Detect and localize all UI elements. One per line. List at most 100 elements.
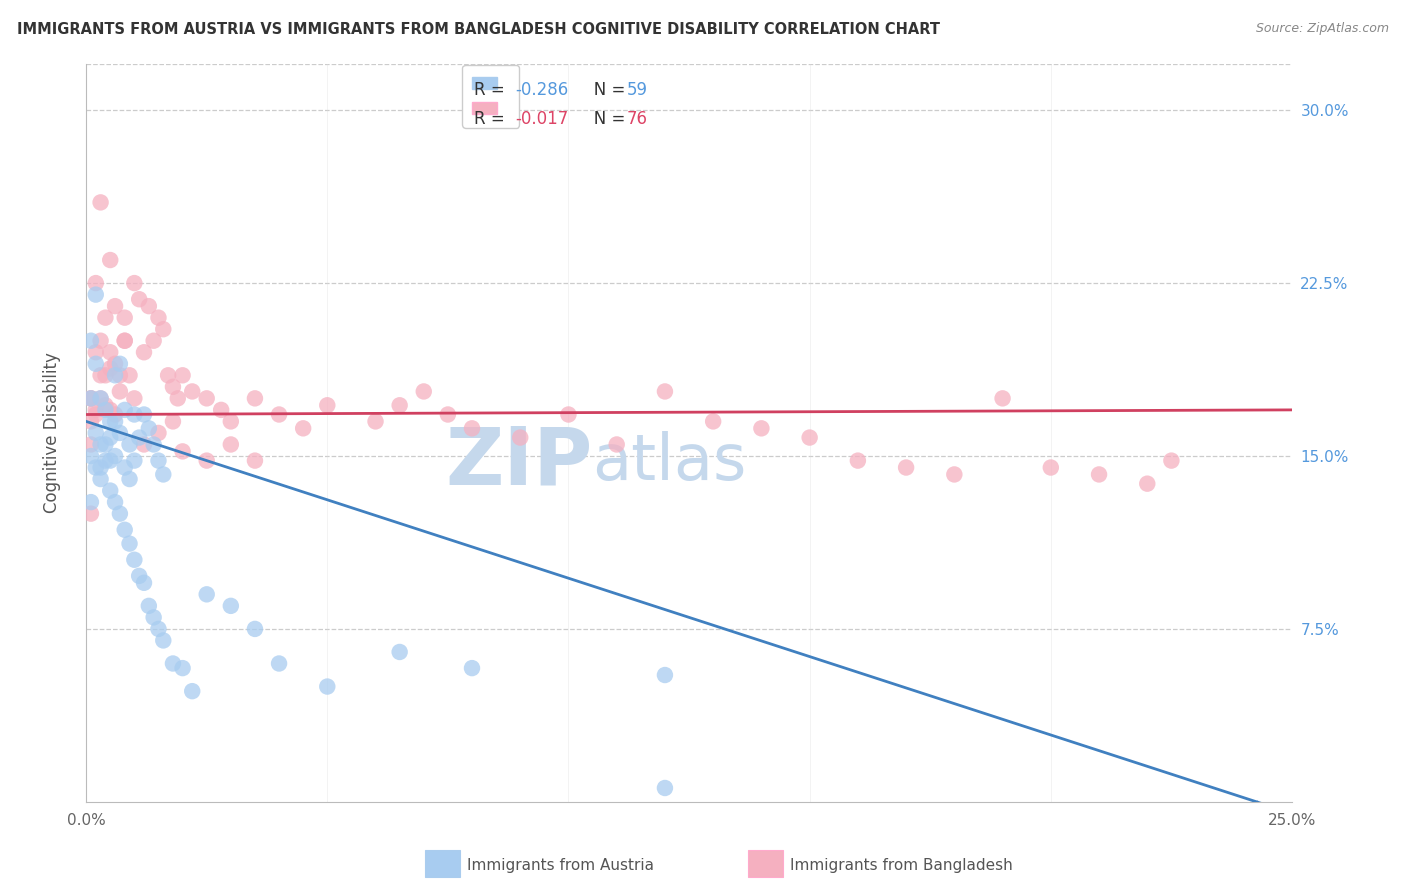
Point: [437, 408, 460, 422]
Point: [94, 453, 117, 467]
Point: [461, 661, 484, 675]
Point: [751, 421, 773, 435]
Point: [162, 414, 184, 428]
Point: [181, 684, 204, 698]
Point: [152, 633, 174, 648]
Point: [80, 392, 103, 406]
Point: [114, 403, 136, 417]
Point: [118, 536, 141, 550]
Point: [148, 453, 170, 467]
Point: [152, 467, 174, 482]
Point: [108, 368, 131, 383]
Point: [90, 437, 112, 451]
Point: [148, 622, 170, 636]
Point: [114, 334, 136, 348]
Point: [195, 392, 218, 406]
Point: [1136, 476, 1159, 491]
Point: [219, 414, 242, 428]
Point: [846, 453, 869, 467]
Text: -0.017: -0.017: [516, 111, 568, 128]
Point: [1088, 467, 1111, 482]
Point: [104, 449, 127, 463]
Point: [243, 622, 266, 636]
Point: [316, 680, 339, 694]
Point: [94, 437, 117, 451]
Text: Source: ZipAtlas.com: Source: ZipAtlas.com: [1256, 22, 1389, 36]
Point: [166, 392, 188, 406]
Point: [114, 460, 136, 475]
Point: [84, 425, 107, 440]
Point: [84, 408, 107, 422]
Text: atlas: atlas: [592, 432, 747, 493]
Point: [80, 334, 103, 348]
Point: [90, 368, 112, 383]
Point: [84, 460, 107, 475]
Point: [80, 437, 103, 451]
Text: Immigrants from Austria: Immigrants from Austria: [467, 858, 654, 872]
Point: [128, 292, 150, 306]
Point: [124, 276, 146, 290]
Point: [219, 599, 242, 613]
Point: [94, 403, 117, 417]
Point: [98, 345, 121, 359]
Point: [894, 460, 917, 475]
Point: [80, 495, 103, 509]
Point: [267, 408, 290, 422]
Point: [132, 575, 155, 590]
Point: [84, 287, 107, 301]
Point: [152, 322, 174, 336]
Point: [138, 299, 160, 313]
Point: [1039, 460, 1062, 475]
Point: [654, 668, 676, 682]
Text: 59: 59: [626, 81, 647, 99]
Point: [98, 483, 121, 498]
Point: [114, 334, 136, 348]
Point: [80, 507, 103, 521]
Point: [461, 421, 484, 435]
Point: [943, 467, 966, 482]
Text: R =: R =: [474, 81, 510, 99]
Point: [124, 553, 146, 567]
Point: [84, 357, 107, 371]
Point: [118, 472, 141, 486]
Point: [142, 334, 165, 348]
Text: N =: N =: [578, 111, 631, 128]
Point: [90, 195, 112, 210]
Y-axis label: Cognitive Disability: Cognitive Disability: [44, 352, 60, 514]
Text: 76: 76: [626, 111, 647, 128]
Point: [98, 431, 121, 445]
Point: [90, 472, 112, 486]
Point: [104, 495, 127, 509]
Point: [104, 408, 127, 422]
Point: [364, 414, 387, 428]
Point: [124, 408, 146, 422]
Point: [316, 398, 339, 412]
Text: Immigrants from Bangladesh: Immigrants from Bangladesh: [790, 858, 1012, 872]
Point: [557, 408, 579, 422]
Point: [114, 310, 136, 325]
Point: [132, 345, 155, 359]
Point: [148, 310, 170, 325]
Point: [84, 403, 107, 417]
Point: [94, 368, 117, 383]
Point: [94, 310, 117, 325]
Point: [84, 276, 107, 290]
Point: [138, 421, 160, 435]
Point: [702, 414, 724, 428]
Text: ZIP: ZIP: [446, 424, 592, 501]
Point: [118, 368, 141, 383]
Point: [162, 657, 184, 671]
Point: [606, 437, 628, 451]
Point: [124, 392, 146, 406]
Point: [243, 453, 266, 467]
Point: [94, 398, 117, 412]
Point: [195, 453, 218, 467]
Point: [80, 414, 103, 428]
Point: [799, 431, 821, 445]
Point: [162, 380, 184, 394]
Point: [104, 299, 127, 313]
Point: [142, 437, 165, 451]
Point: [98, 403, 121, 417]
Point: [80, 449, 103, 463]
Point: [108, 507, 131, 521]
